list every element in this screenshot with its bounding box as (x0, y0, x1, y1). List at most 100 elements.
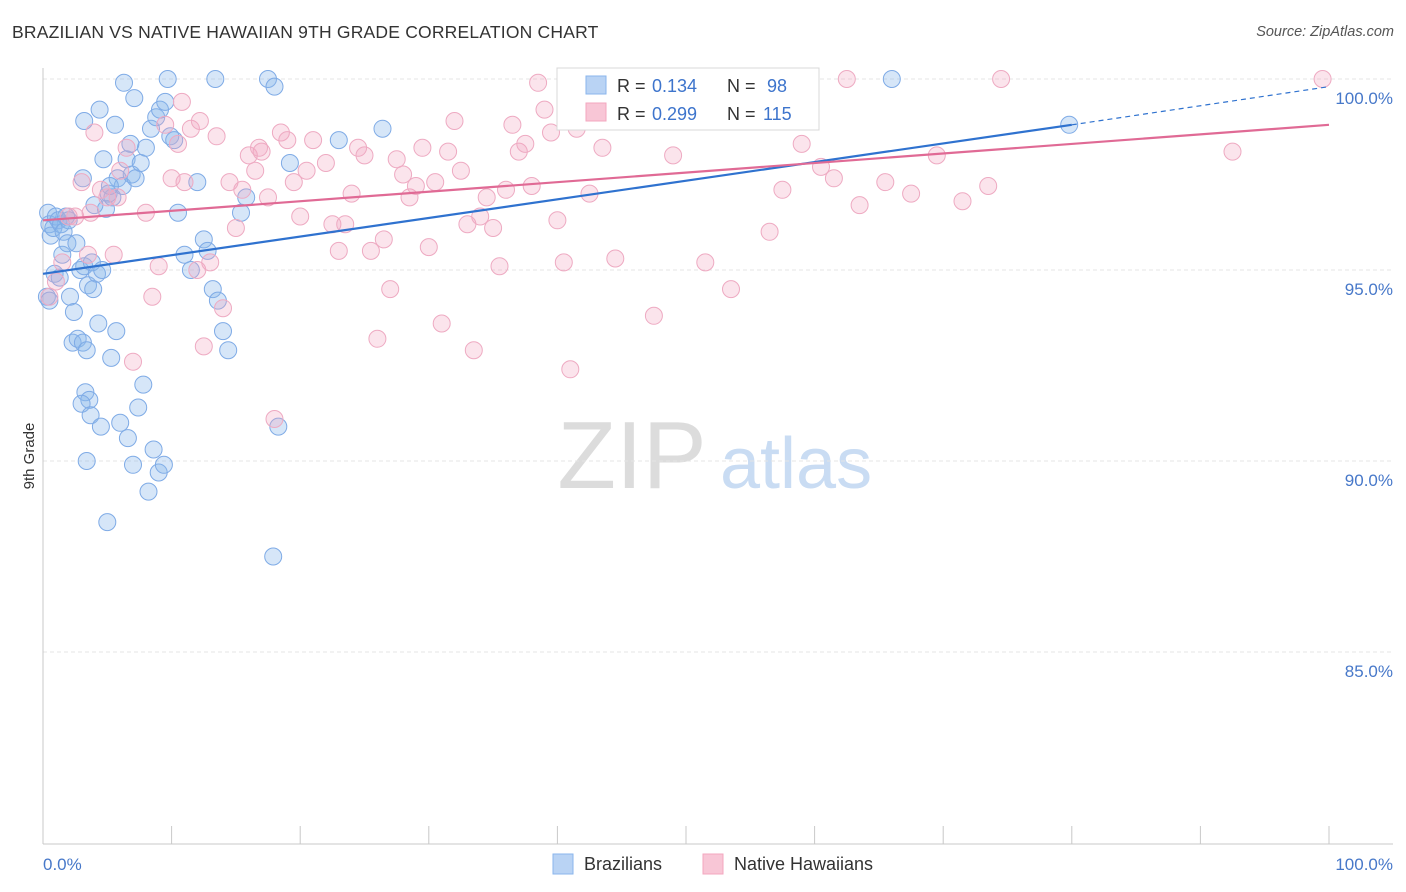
axes (42, 68, 1393, 845)
point-native-hawaiian (53, 253, 72, 272)
point-native-hawaiian (381, 280, 400, 299)
point-native-hawaiian (516, 134, 535, 153)
point-brazilian (77, 452, 96, 470)
point-native-hawaiian (664, 146, 683, 165)
point-native-hawaiian (246, 161, 265, 180)
point-native-hawaiian (432, 314, 451, 333)
point-native-hawaiian (445, 112, 464, 130)
point-brazilian (136, 138, 155, 157)
legend-swatch-native-hawaiians (585, 102, 607, 122)
watermark-atlas: atlas (720, 424, 872, 504)
point-brazilian (64, 303, 83, 321)
x-tick-label-start: 0.0% (43, 855, 82, 874)
legend-r-value-2: 0.299 (652, 104, 697, 124)
bottom-legend-label-brazilians: Brazilians (584, 854, 662, 874)
y-tick-labels: 85.0% 90.0% 95.0% 100.0% (1335, 89, 1393, 681)
point-native-hawaiian (606, 249, 625, 268)
point-brazilian (156, 92, 175, 111)
y-tick-label: 85.0% (1345, 662, 1393, 681)
point-native-hawaiian (355, 146, 374, 165)
point-native-hawaiian (503, 115, 522, 134)
point-brazilian (203, 280, 222, 299)
point-native-hawaiian (760, 222, 779, 241)
point-brazilian (77, 341, 96, 360)
bottom-legend-swatch-brazilians (552, 853, 574, 875)
point-native-hawaiian (773, 180, 792, 199)
point-brazilian (169, 203, 187, 222)
point-brazilian (188, 173, 207, 192)
point-brazilian (280, 154, 299, 172)
point-brazilian (53, 245, 72, 264)
source-credit: Source: ZipAtlas.com (1256, 24, 1394, 40)
point-brazilian (265, 77, 284, 96)
point-native-hawaiian (497, 180, 515, 199)
point-brazilian (134, 375, 153, 394)
point-native-hawaiian (172, 92, 191, 111)
point-brazilian (84, 280, 103, 299)
legend-n-value-2: 115 (763, 104, 792, 124)
point-brazilian (219, 341, 238, 360)
point-native-hawaiian (992, 70, 1011, 88)
point-native-hawaiian (72, 173, 91, 192)
point-native-hawaiian (259, 188, 277, 207)
bottom-legend-swatch-native-hawaiians (702, 853, 724, 875)
point-brazilian (106, 115, 124, 134)
point-native-hawaiian (824, 169, 843, 188)
gridlines (43, 78, 1393, 653)
trend-lines (42, 86, 1330, 275)
trend-line-brazilians-extension (1071, 86, 1330, 126)
point-native-hawaiian (490, 257, 509, 276)
point-native-hawaiian (175, 173, 194, 192)
point-native-hawaiian (837, 70, 856, 88)
point-native-hawaiian (876, 173, 895, 192)
point-native-hawaiian (349, 138, 368, 157)
point-native-hawaiian (117, 138, 136, 157)
legend-swatch-brazilians (585, 75, 607, 95)
trend-line-native-hawaiians (42, 123, 1330, 222)
stats-legend: R = 0.134 N = 98 R = 0.299 N = 115 (556, 67, 820, 131)
legend-n-label-1: N = (727, 76, 756, 96)
point-native-hawaiian (304, 131, 323, 150)
point-native-hawaiian (108, 188, 127, 207)
legend-r-label-2: R = (617, 104, 646, 124)
point-native-hawaiian (79, 245, 97, 264)
point-native-hawaiian (214, 299, 232, 318)
point-native-hawaiian (190, 112, 209, 130)
point-native-hawaiian (143, 287, 162, 306)
point-brazilian (98, 513, 117, 532)
point-native-hawaiian (548, 211, 567, 230)
point-brazilian (129, 398, 148, 417)
point-native-hawaiian (484, 219, 503, 237)
point-brazilian (142, 119, 160, 138)
point-native-hawaiian (1313, 70, 1332, 88)
point-native-hawaiian (111, 161, 130, 180)
point-brazilian (90, 100, 109, 119)
point-brazilian (125, 89, 144, 108)
point-brazilian (102, 348, 121, 367)
watermark-zip: ZIP (557, 402, 706, 509)
point-brazilian (259, 70, 277, 88)
point-native-hawaiian (124, 352, 142, 371)
point-native-hawaiian (509, 142, 528, 161)
point-brazilian (97, 199, 115, 218)
point-native-hawaiian (419, 238, 438, 257)
point-brazilian (75, 112, 94, 130)
point-brazilian (40, 291, 59, 310)
y-tick-label: 95.0% (1345, 280, 1393, 299)
point-native-hawaiian (194, 337, 213, 356)
point-native-hawaiian (85, 123, 104, 142)
point-native-hawaiian (426, 173, 445, 192)
point-native-hawaiian (226, 219, 245, 237)
point-brazilian (115, 73, 133, 92)
point-native-hawaiian (850, 196, 869, 215)
point-native-hawaiian (271, 123, 290, 142)
watermark: ZIP atlas (557, 402, 872, 509)
point-brazilian (329, 131, 348, 150)
point-native-hawaiian (471, 207, 490, 226)
point-native-hawaiian (284, 173, 303, 192)
legend-r-label-1: R = (617, 76, 646, 96)
point-native-hawaiian (413, 138, 432, 157)
point-brazilian (81, 406, 100, 425)
point-native-hawaiian (207, 127, 226, 146)
